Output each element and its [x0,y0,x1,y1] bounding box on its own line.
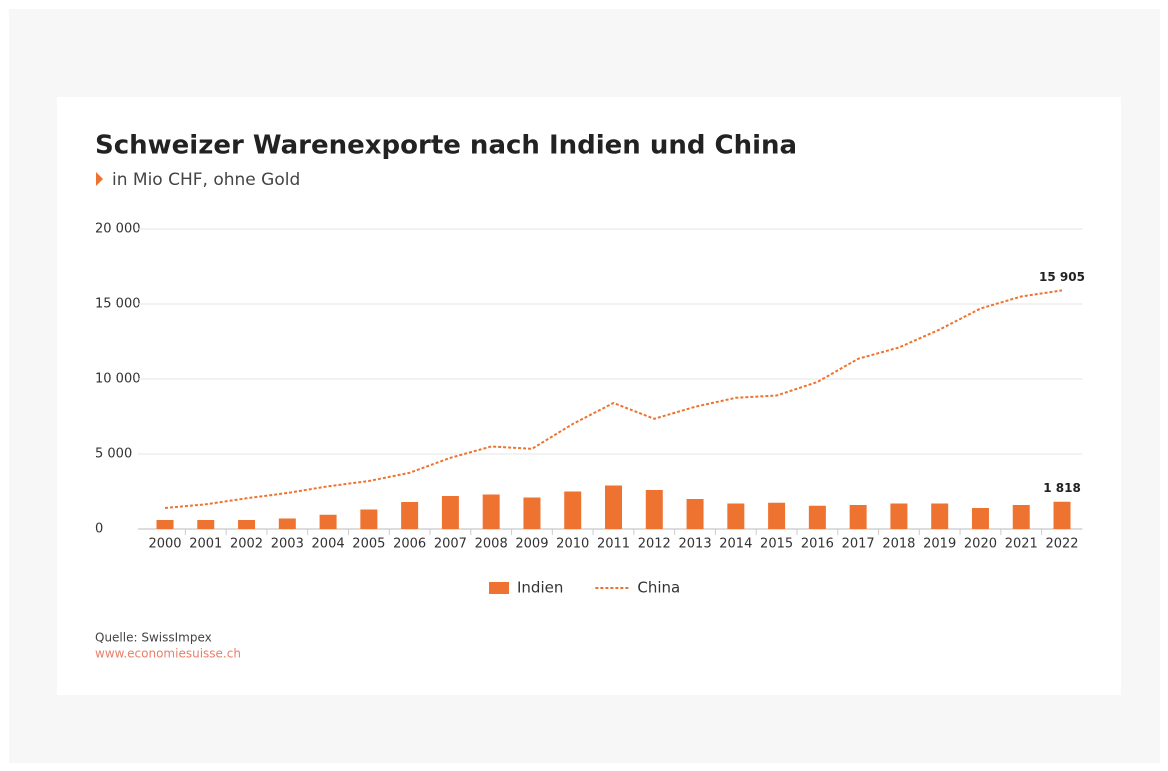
bar [523,497,541,529]
x-tick-label: 2003 [271,537,304,552]
value-label: 15 905 [1039,270,1085,284]
bar [605,485,622,529]
bar [645,490,663,529]
y-tick-label: 20 000 [95,222,141,237]
bar [278,518,296,529]
card [57,97,1121,695]
y-tick-label: 5 000 [95,447,132,462]
bar [238,520,256,529]
x-tick-label: 2019 [923,537,956,552]
bar [768,502,786,529]
subtitle-marker [96,172,103,186]
x-tick-label: 2002 [230,537,263,552]
x-tick-label: 2005 [352,537,385,552]
bar [1053,501,1071,529]
bar [401,502,419,529]
bar [319,514,337,529]
x-tick-label: 2017 [842,537,875,552]
bar [564,491,582,529]
bar [808,505,826,529]
x-tick-label: 2010 [556,537,589,552]
x-tick-label: 2013 [679,537,712,552]
x-tick-label: 2014 [719,537,752,552]
x-tick-label: 2015 [760,537,793,552]
y-tick-label: 15 000 [95,297,141,312]
x-tick-label: 2018 [882,537,915,552]
x-tick-label: 2011 [597,537,630,552]
bar [360,509,378,529]
bar [686,499,704,529]
legend-label: Indien [517,579,563,597]
x-tick-label: 2006 [393,537,426,552]
bar [727,503,745,529]
bar [971,508,989,529]
x-tick-label: 2009 [515,537,548,552]
x-tick-label: 2021 [1005,537,1038,552]
bar [931,503,949,529]
line [164,289,1063,509]
bar [156,520,174,529]
bar [890,503,908,529]
bar [849,505,867,529]
legend-label: China [637,579,680,597]
legend-swatch [489,582,509,594]
bar [441,496,459,529]
x-tick-label: 2008 [475,537,508,552]
chart-subtitle: in Mio CHF, ohne Gold [112,170,300,190]
source-url[interactable]: www.economiesuisse.ch [95,647,241,661]
x-tick-label: 2004 [312,537,345,552]
x-tick-label: 2022 [1045,537,1078,552]
bar [197,520,215,529]
y-tick-label: 10 000 [95,372,141,387]
x-tick-label: 2001 [189,537,222,552]
bar [1012,505,1030,529]
x-tick-label: 2020 [964,537,997,552]
x-tick-label: 2007 [434,537,467,552]
x-tick-label: 2016 [801,537,834,552]
chart-title: Schweizer Warenexporte nach Indien und C… [95,131,797,161]
x-tick-label: 2012 [638,537,671,552]
source: Quelle: SwissImpex [95,631,212,645]
y-tick-label: 0 [95,522,103,537]
bar [482,494,500,529]
x-tick-label: 2000 [148,537,181,552]
value-label: 1 818 [1043,481,1081,495]
